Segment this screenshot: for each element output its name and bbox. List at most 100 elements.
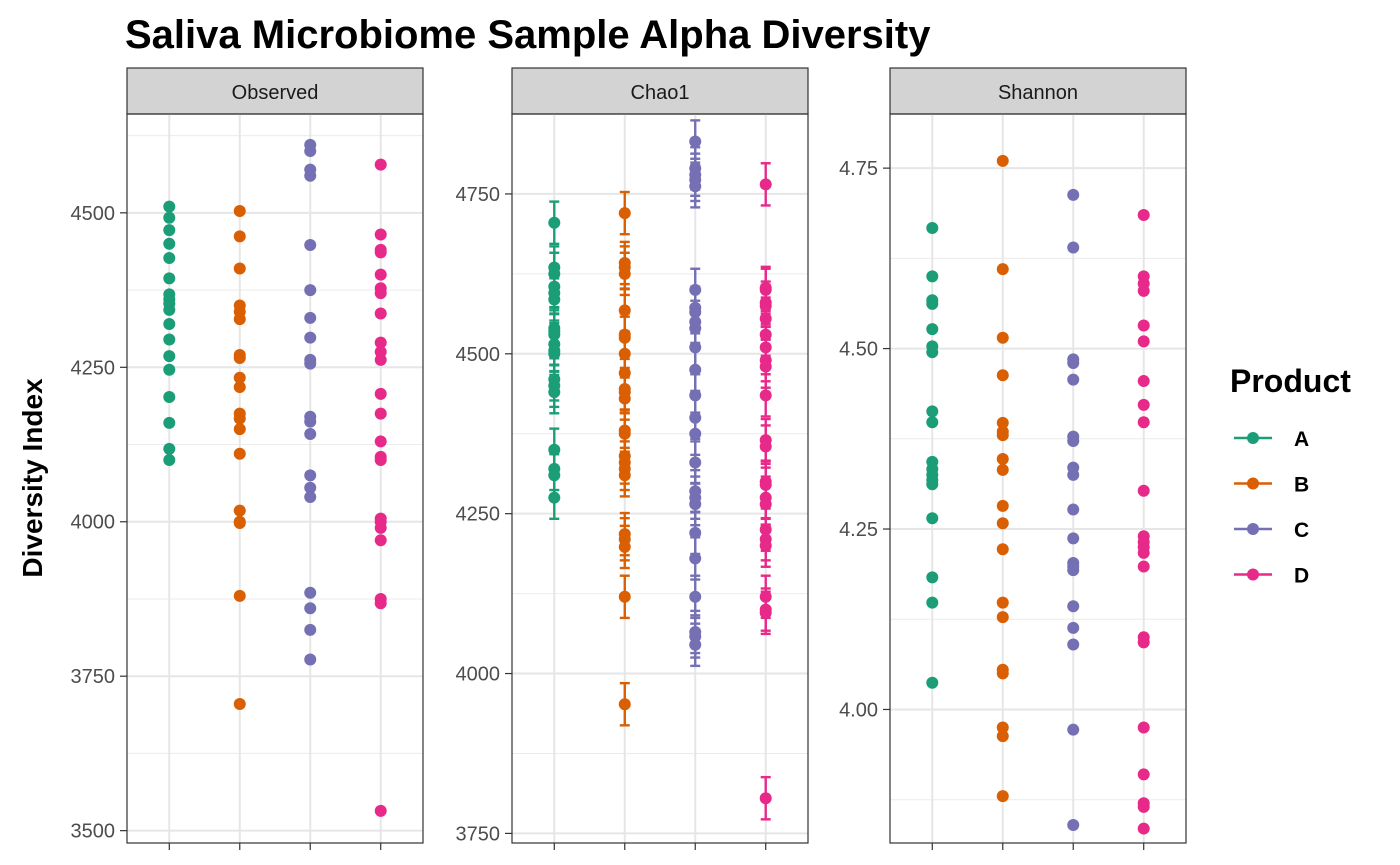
data-point [374,287,387,300]
data-point [374,534,387,547]
data-point [996,543,1009,556]
data-point [304,481,317,494]
data-point [374,521,387,534]
data-point [996,416,1009,429]
data-point [618,207,631,220]
series-C [1067,188,1080,831]
data-point [374,336,387,349]
data-point [163,350,176,363]
data-point [1067,723,1080,736]
data-point [304,145,317,158]
data-point [374,307,387,320]
data-point [926,405,939,418]
data-point [163,200,176,213]
data-point [374,407,387,420]
data-point [304,428,317,441]
data-point [926,346,939,359]
data-point [996,369,1009,382]
series-C [689,119,702,668]
data-point [233,262,246,275]
data-point [233,313,246,326]
data-point [689,341,702,354]
data-point [1137,546,1150,559]
data-point [548,293,561,306]
data-point [374,597,387,610]
data-point [304,586,317,599]
data-point [996,667,1009,680]
data-point [163,303,176,316]
data-point [304,357,317,370]
data-point [304,284,317,297]
series-A [548,200,561,520]
data-point [926,676,939,689]
data-point [759,606,772,619]
legend-item-D: D [1234,565,1309,588]
data-point [233,423,246,436]
series-C [304,138,317,666]
series-A [926,222,939,689]
y-tick-label: 4250 [71,357,116,379]
data-point [926,270,939,283]
data-point [233,516,246,529]
data-point [1067,600,1080,613]
data-point [1067,532,1080,545]
y-tick-label: 4500 [71,203,116,225]
data-point [304,653,317,666]
data-point [1067,564,1080,577]
data-point [996,596,1009,609]
data-point [996,730,1009,743]
data-point [374,387,387,400]
data-point [689,526,702,539]
data-point [163,416,176,429]
panel-border [889,113,1187,844]
data-point [163,211,176,224]
data-point [233,589,246,602]
legend-item-A: A [1234,428,1309,451]
data-point [1067,638,1080,651]
legend-key-point [1247,523,1259,535]
data-point [374,353,387,366]
legend-key-point [1247,432,1259,444]
data-point [304,238,317,251]
data-point [163,453,176,466]
data-point [233,504,246,517]
data-point [374,228,387,241]
y-tick-label: 3750 [71,666,116,688]
panel-chao1: Chao1 3750 4000 4250 4500 4750 [456,67,809,850]
data-point [1067,818,1080,831]
data-point [548,347,561,360]
data-point [1137,209,1150,222]
facet-strip [889,67,1187,115]
data-point [374,435,387,448]
chart-title: Saliva Microbiome Sample Alpha Diversity [125,13,931,57]
data-point [759,498,772,511]
data-point [759,389,772,402]
data-point [618,590,631,603]
y-tick-label: 4250 [456,504,501,526]
data-point [996,429,1009,442]
series-D [374,158,387,817]
data-point [304,415,317,428]
data-point [996,790,1009,803]
data-point [1137,822,1150,835]
data-point [1067,241,1080,254]
legend-title: Product [1230,363,1351,399]
panel-border [126,113,424,844]
data-point [1137,636,1150,649]
data-point [1137,375,1150,388]
y-tick-label: 4.75 [839,158,878,180]
data-point [1067,468,1080,481]
legend-label: D [1294,565,1309,588]
data-point [233,412,246,425]
facet-strip [126,67,424,115]
facet-panels: Observed 3500 3750 4000 4250 4500 Chao1 3750 400… [71,67,1187,850]
legend-key-point [1247,477,1259,490]
legend-key-point [1247,568,1259,581]
y-tick-label: 3750 [456,823,501,845]
data-point [374,453,387,466]
y-tick-label: 4.25 [839,519,878,541]
data-point [689,180,702,193]
series-A [163,200,176,466]
data-point [618,267,631,280]
